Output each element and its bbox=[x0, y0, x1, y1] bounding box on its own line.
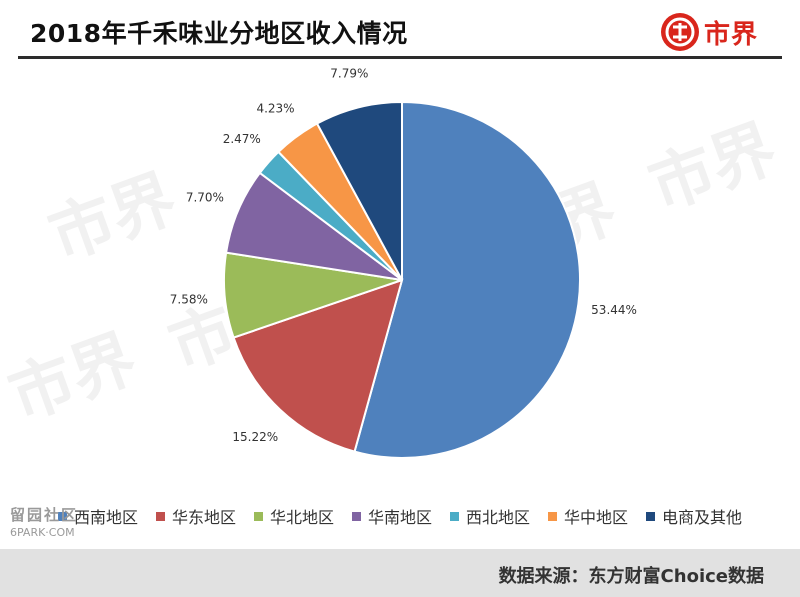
legend-item: 华南地区 bbox=[351, 504, 432, 528]
legend-swatch bbox=[155, 511, 165, 521]
pie-chart: 市界市界市界市界市界市界 53.44%15.22%7.58%7.70%2.47%… bbox=[0, 67, 786, 459]
watermark-text: 市界 bbox=[40, 162, 186, 275]
legend-item: 华中地区 bbox=[548, 504, 628, 528]
legend-label: 华东地区 bbox=[171, 508, 236, 527]
header-divider bbox=[18, 56, 782, 59]
legend-label: 西南地区 bbox=[73, 508, 138, 527]
pie-slices bbox=[223, 100, 581, 459]
legend-swatch bbox=[646, 511, 656, 521]
legend-label: 西北地区 bbox=[466, 508, 531, 527]
legend-label: 华北地区 bbox=[269, 508, 334, 527]
corner-watermark-sub: 6PARK·COM bbox=[10, 526, 75, 539]
legend-swatch bbox=[253, 511, 263, 521]
slice-data-label: 7.58% bbox=[170, 293, 208, 307]
page-title: 2018年千禾味业分地区收入情况 bbox=[30, 19, 408, 48]
legend-label: 华中地区 bbox=[564, 508, 629, 527]
legend-item: 电商及其他 bbox=[646, 504, 742, 528]
pie-slice bbox=[232, 278, 404, 453]
chart-legend: 西南地区 华东地区 华北地区 华南地区 西北地区 华中地区 电商及其他 bbox=[0, 504, 800, 528]
brand-logo: 市界 bbox=[660, 12, 758, 52]
slice-data-label: 2.47% bbox=[223, 132, 261, 146]
pie-slice bbox=[353, 100, 581, 459]
legend-item: 西北地区 bbox=[450, 504, 530, 528]
logo-icon bbox=[661, 13, 699, 51]
footer-bar: 数据来源：东方财富Choice数据 bbox=[0, 549, 800, 597]
corner-watermark: 留园社区 bbox=[10, 506, 79, 524]
watermark-text: 市界 bbox=[0, 322, 146, 435]
slice-labels: 53.44% 15.22% 7.58% 7.70% 2.47% 4.23% 7.79% bbox=[170, 67, 637, 444]
legend-label: 电商及其他 bbox=[662, 508, 743, 527]
slice-data-label: 15.22% bbox=[232, 430, 278, 444]
legend-swatch bbox=[57, 511, 67, 521]
legend-item: 华北地区 bbox=[253, 504, 334, 528]
legend-item: 华东地区 bbox=[155, 504, 236, 528]
logo-text: 市界 bbox=[704, 19, 759, 50]
data-source: 数据来源：东方财富Choice数据 bbox=[498, 566, 764, 587]
slice-data-label: 7.79% bbox=[330, 67, 368, 81]
slice-data-label: 7.70% bbox=[186, 191, 224, 205]
watermark-text: 市界 bbox=[640, 112, 786, 225]
slice-data-label: 4.23% bbox=[256, 101, 294, 115]
legend-swatch bbox=[351, 511, 361, 521]
pie-slice bbox=[315, 100, 403, 281]
legend-swatch bbox=[450, 511, 459, 521]
slice-data-label: 53.44% bbox=[591, 303, 637, 317]
legend-label: 华南地区 bbox=[367, 508, 432, 527]
legend-item: 西南地区 bbox=[57, 504, 138, 528]
legend-swatch bbox=[548, 511, 558, 521]
